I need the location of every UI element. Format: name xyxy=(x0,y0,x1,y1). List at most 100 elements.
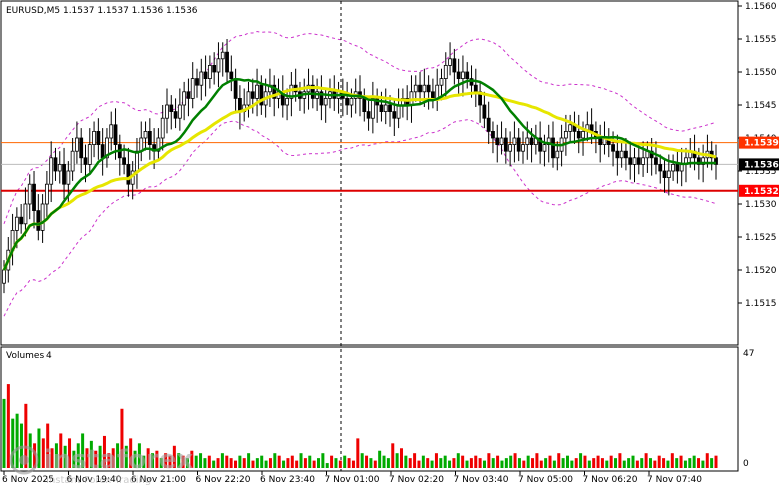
volume-bar xyxy=(662,458,666,468)
price-tags: 1.1539 1.1536 1.1532 xyxy=(739,136,779,197)
candle-body xyxy=(418,84,422,93)
volume-bar xyxy=(321,453,325,468)
volume-bar xyxy=(640,458,644,468)
volume-bar xyxy=(68,438,72,468)
volume-bar xyxy=(168,455,172,468)
volume-bar xyxy=(81,433,85,468)
volume-bar xyxy=(185,458,189,468)
candle-body xyxy=(319,91,324,106)
volume-bar xyxy=(181,455,185,468)
volume-bar xyxy=(382,455,386,468)
volume-bar xyxy=(177,453,181,468)
candle-body xyxy=(538,137,543,152)
price-tick-label: 1.1515 xyxy=(745,299,777,309)
volume-bar xyxy=(482,460,486,468)
volume-bar xyxy=(692,455,696,468)
volume-bar xyxy=(164,453,168,468)
ma-fast-line xyxy=(2,77,716,271)
volume-bar xyxy=(343,455,347,468)
candle-body xyxy=(345,98,350,106)
volume-bar xyxy=(172,445,176,468)
candle-body xyxy=(182,91,187,106)
volume-bar xyxy=(24,403,28,468)
candle-body xyxy=(160,117,165,139)
volume-bar xyxy=(260,455,264,468)
volume-bar xyxy=(600,458,604,468)
volume-bar xyxy=(679,455,683,468)
volume-bar xyxy=(496,455,500,468)
volume-bar xyxy=(330,455,334,468)
candle-body xyxy=(516,137,521,152)
time-tick-label: 6 Nov 21:00 xyxy=(131,475,186,485)
volumes-label: Volumes xyxy=(6,351,44,361)
price-tick-label: 1.1525 xyxy=(745,233,777,243)
volume-bar xyxy=(561,458,565,468)
volume-bar xyxy=(242,458,246,468)
volume-bar xyxy=(461,455,465,468)
volume-bar xyxy=(448,460,452,468)
candle-body xyxy=(563,130,568,139)
candle-body xyxy=(310,84,315,99)
candle-body xyxy=(57,163,62,172)
candle-body xyxy=(615,150,620,159)
price-axis: 1.15601.15551.15501.15451.15401.15351.15… xyxy=(738,2,777,309)
time-tick-label: 7 Nov 07:40 xyxy=(647,475,702,485)
candle-body xyxy=(473,84,478,93)
candle-body xyxy=(147,130,152,145)
band-lower xyxy=(3,119,717,317)
volume-bar xyxy=(648,458,652,468)
volume-bar xyxy=(478,458,482,468)
volume-bar xyxy=(225,455,229,468)
time-tick-label: 7 Nov 06:20 xyxy=(583,475,638,485)
candle-body xyxy=(14,216,19,231)
volume-bar xyxy=(417,460,421,468)
volume-bar xyxy=(565,455,569,468)
candle-body xyxy=(126,163,131,185)
price-tag-label: 1.1532 xyxy=(744,187,779,197)
volume-bar xyxy=(579,453,583,468)
candle-body xyxy=(349,98,354,106)
candle-body xyxy=(143,130,148,139)
volume-bar xyxy=(63,445,67,468)
candle-body xyxy=(696,157,701,165)
candle-body xyxy=(512,137,517,145)
candle-body xyxy=(503,137,508,152)
candle-body xyxy=(675,163,680,172)
candle-body xyxy=(87,144,92,165)
candle-body xyxy=(169,104,174,112)
volume-bar xyxy=(714,455,718,468)
volume-bar xyxy=(2,398,6,468)
candle-body xyxy=(207,65,212,80)
candle-body xyxy=(581,130,585,139)
candle-body xyxy=(190,78,195,99)
volume-bar xyxy=(552,460,556,468)
candle-body xyxy=(443,65,448,80)
volume-bar xyxy=(391,443,395,468)
volume-bar xyxy=(6,384,10,468)
volume-bar xyxy=(404,455,408,468)
volume-bar xyxy=(635,460,639,468)
volume-bar xyxy=(190,450,194,468)
volume-bar xyxy=(365,455,369,468)
time-tick-label: 6 Nov 2025 xyxy=(2,475,54,485)
candle-body xyxy=(461,71,465,79)
volume-bar xyxy=(614,458,618,468)
brand-text: instaforex xyxy=(44,445,194,475)
time-tick-label: 7 Nov 02:20 xyxy=(389,475,444,485)
volume-bar xyxy=(526,455,530,468)
candle-body xyxy=(555,150,560,159)
candle-body xyxy=(105,137,109,159)
candle-body xyxy=(246,91,251,106)
price-tag-label: 1.1536 xyxy=(744,160,779,170)
candle-body xyxy=(66,170,71,185)
volume-bar xyxy=(334,458,338,468)
candle-body xyxy=(233,78,238,99)
candle-body xyxy=(598,137,603,145)
volume-bar xyxy=(89,440,93,468)
volume-bar xyxy=(644,453,648,468)
volume-bar xyxy=(28,433,32,468)
candle-body xyxy=(465,71,470,79)
volume-bar xyxy=(544,458,548,468)
price-tick-label: 1.1550 xyxy=(745,68,777,78)
candle-body xyxy=(255,84,259,99)
